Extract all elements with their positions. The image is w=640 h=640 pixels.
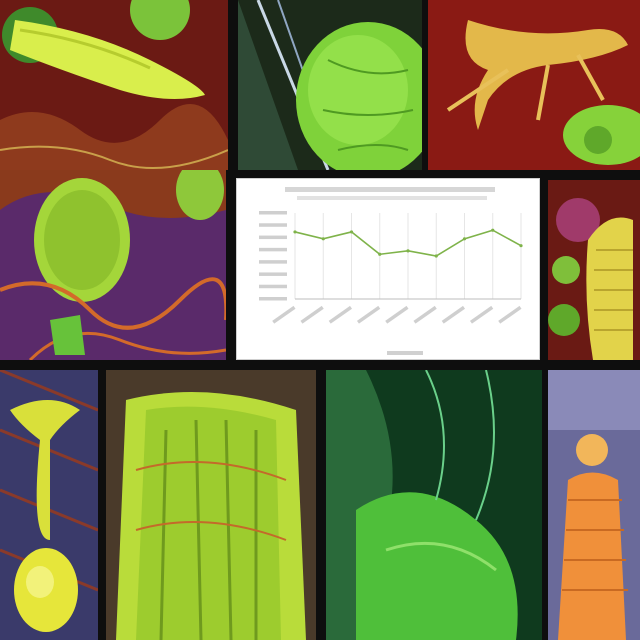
data-point <box>491 228 495 232</box>
x-tick-label <box>469 305 494 324</box>
data-point <box>434 254 438 258</box>
chart-title-placeholder <box>285 187 495 192</box>
x-tick-label <box>441 305 466 324</box>
data-point <box>462 237 467 241</box>
x-tick-label <box>272 305 296 324</box>
yellow-pear-image <box>0 370 98 640</box>
y-tick-label <box>259 272 287 276</box>
line-chart-panel <box>236 178 540 360</box>
y-tick-label <box>259 284 287 289</box>
y-axis-ticks <box>259 211 287 301</box>
y-tick-label <box>259 211 287 215</box>
x-axis-label-placeholder <box>387 351 423 355</box>
yellow-tube-image <box>548 180 640 360</box>
golden-neuron-image <box>428 0 640 170</box>
data-point <box>519 244 523 248</box>
data-point <box>406 249 410 253</box>
chart-grid <box>294 213 522 300</box>
x-tick-label <box>300 305 324 324</box>
yellow-larva-image <box>0 0 228 170</box>
x-tick-label <box>356 305 381 324</box>
orange-figure-image <box>548 370 640 640</box>
series-points <box>293 228 523 258</box>
x-axis-ticks <box>272 305 522 324</box>
x-tick-label <box>413 305 437 324</box>
data-point <box>349 230 354 234</box>
data-point <box>378 252 382 256</box>
y-tick-label <box>259 260 287 264</box>
chart-subtitle-placeholder <box>297 196 487 200</box>
y-tick-label <box>259 223 287 227</box>
y-tick-label <box>259 235 287 240</box>
x-tick-label <box>328 305 353 324</box>
x-tick-label <box>498 305 522 324</box>
y-tick-label <box>259 247 287 252</box>
data-point <box>293 230 297 234</box>
x-tick-label <box>385 305 409 324</box>
green-cell-image <box>0 170 226 360</box>
veined-leaf-image <box>106 370 316 640</box>
y-tick-label <box>259 297 287 301</box>
green-lung-image <box>326 370 542 640</box>
green-leaf-image <box>238 0 422 170</box>
data-point <box>321 237 325 241</box>
line-chart <box>259 187 523 355</box>
